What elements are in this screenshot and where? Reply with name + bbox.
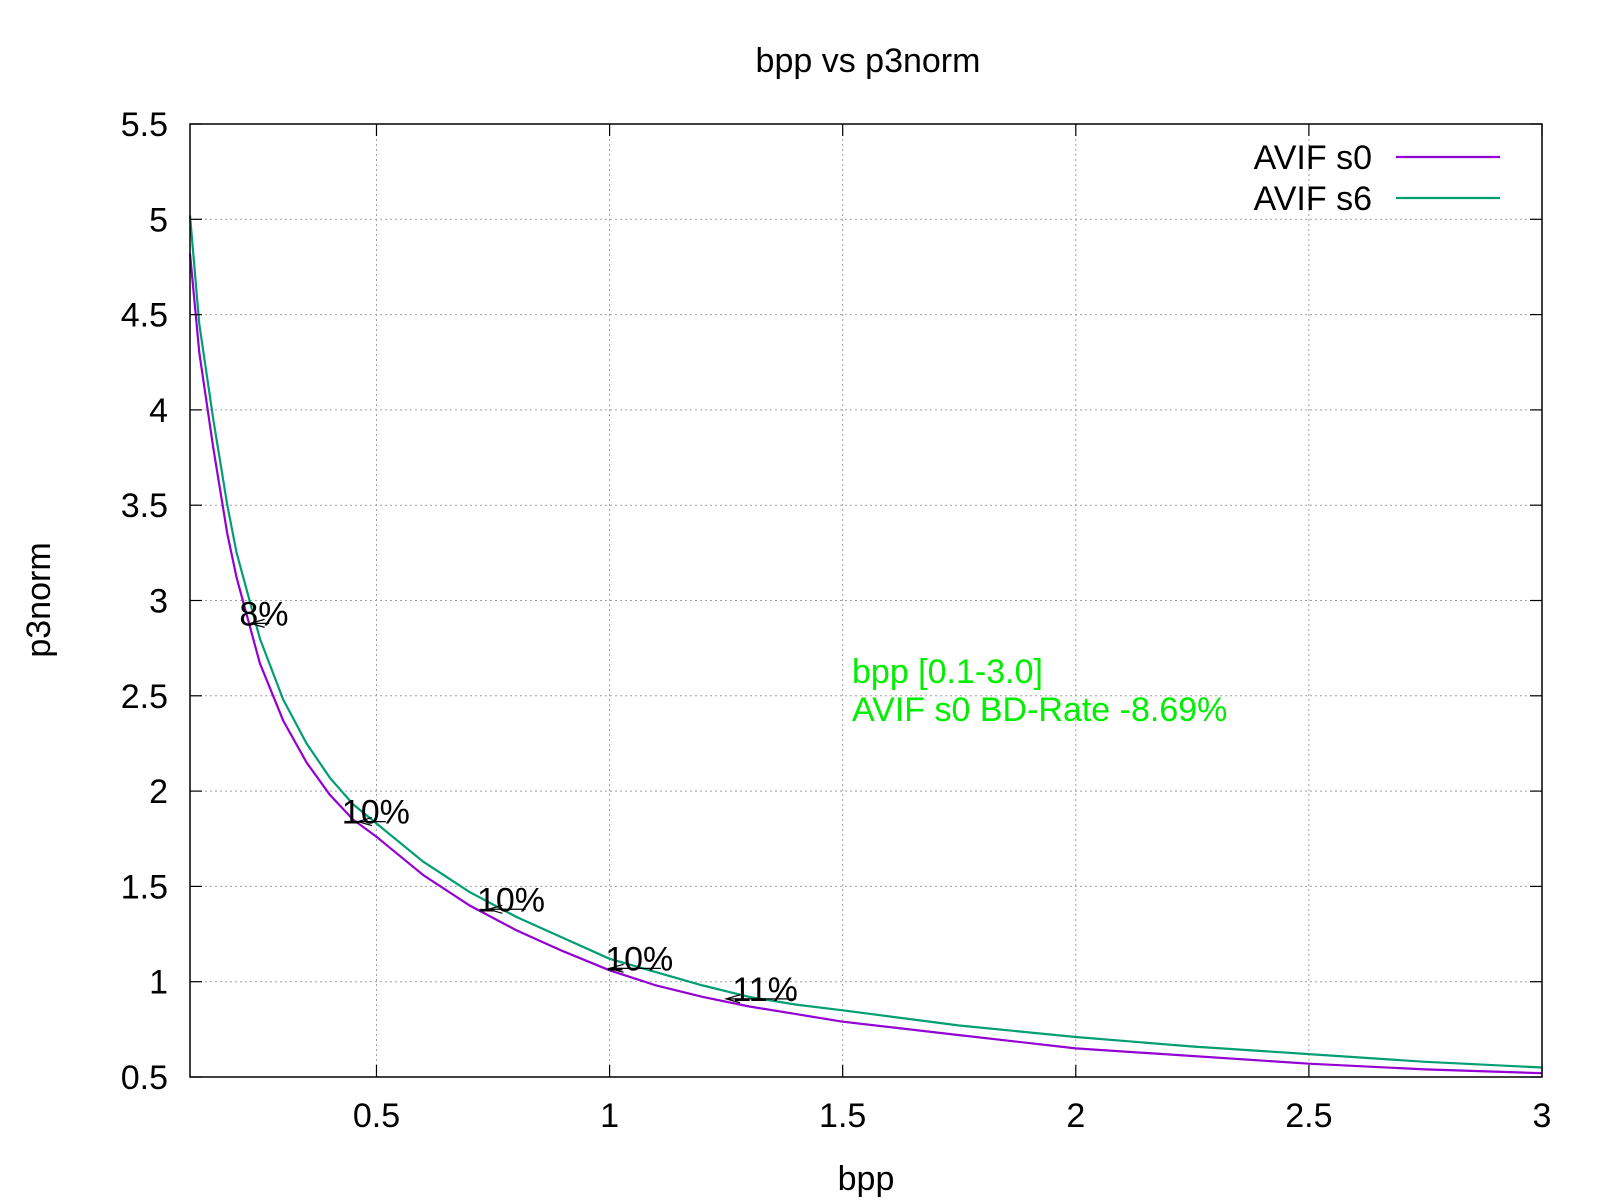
x-tick-label: 1.5 xyxy=(819,1097,866,1135)
x-tick-label: 2.5 xyxy=(1285,1097,1332,1135)
y-tick-label: 4 xyxy=(149,392,168,430)
y-tick-label: 2 xyxy=(149,773,168,811)
x-tick-label: 2 xyxy=(1066,1097,1085,1135)
x-tick-label: 3 xyxy=(1533,1097,1552,1135)
grid xyxy=(190,124,1542,1077)
annotations: 8% 10% 10% 10% 11% xyxy=(239,595,798,1008)
ticks xyxy=(190,123,1543,1078)
rate-arrowhead xyxy=(248,618,265,628)
y-tick-label: 5.5 xyxy=(121,106,168,144)
chart-title: bpp vs p3norm xyxy=(756,42,981,80)
rate-arrowhead xyxy=(723,994,741,1004)
x-tick-label: 1 xyxy=(600,1097,619,1135)
rate-arrowhead xyxy=(355,817,372,827)
tick-labels: 0.5 1 1.5 2 2.5 3 0.5 1 1.5 2 2.5 3 3.5 4 4.5 5 5.5 xyxy=(121,106,1552,1135)
legend-label: AVIF s6 xyxy=(1254,180,1372,218)
series-line-s0 xyxy=(188,253,1543,1075)
note-line-bd-rate: AVIF s0 BD-Rate -8.69% xyxy=(852,691,1227,729)
y-tick-label: 5 xyxy=(149,201,168,239)
y-tick-label: 3 xyxy=(149,583,168,621)
y-tick-label: 1.5 xyxy=(121,868,168,906)
rate-annotation-label: 8% xyxy=(239,595,288,633)
series-line-s6 xyxy=(188,215,1543,1069)
note-line-range: bpp [0.1-3.0] xyxy=(852,653,1043,691)
rate-arrowhead xyxy=(607,963,624,973)
y-axis-label: p3norm xyxy=(20,542,58,657)
y-tick-label: 0.5 xyxy=(121,1059,168,1097)
y-tick-label: 2.5 xyxy=(121,678,168,716)
rate-annotation-label: 10% xyxy=(605,940,673,978)
rate-annotation-label: 10% xyxy=(477,881,545,919)
x-tick-label: 0.5 xyxy=(353,1097,400,1135)
x-axis-label: bpp xyxy=(838,1160,895,1198)
legend-label: AVIF s0 xyxy=(1254,139,1372,177)
rate-annotation-label: 11% xyxy=(732,971,798,1009)
rate-annotation-label: 10% xyxy=(342,794,410,832)
bd-rate-note: bpp [0.1-3.0]AVIF s0 BD-Rate -8.69% xyxy=(852,653,1227,729)
y-tick-label: 3.5 xyxy=(121,487,168,525)
y-tick-label: 1 xyxy=(149,964,168,1002)
y-tick-label: 4.5 xyxy=(121,297,168,335)
plot-series xyxy=(188,215,1543,1075)
rate-arrowhead xyxy=(486,904,503,914)
